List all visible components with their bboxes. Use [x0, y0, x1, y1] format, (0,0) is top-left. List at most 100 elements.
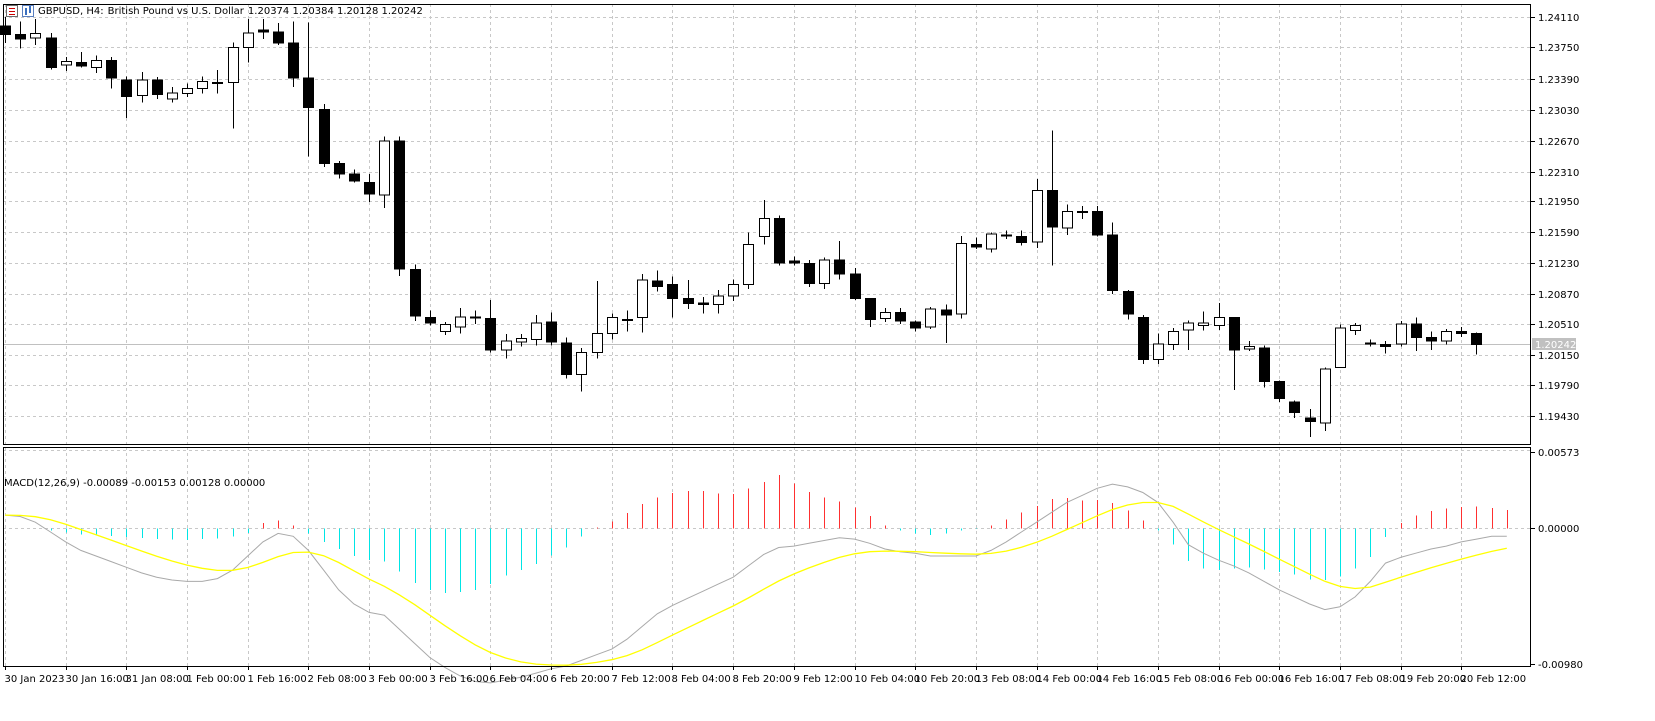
candle: [592, 281, 603, 359]
candle: [440, 322, 451, 336]
candle-body: [455, 316, 466, 328]
time-axis-label: 2 Feb 08:00: [308, 674, 367, 685]
candle-body: [1153, 343, 1164, 360]
time-axis-label: 19 Feb 20:00: [1401, 674, 1467, 685]
candle: [455, 308, 466, 334]
price-axis-label: 1.23390: [1538, 75, 1579, 86]
macd-panel-frame: [3, 447, 1531, 667]
price-axis-label: 1.24110: [1538, 13, 1579, 24]
candle-body: [394, 140, 405, 270]
candle-body: [1229, 317, 1240, 351]
candle-body: [546, 321, 557, 343]
candle-body: [1092, 210, 1103, 236]
candle: [91, 55, 102, 73]
candle-body: [880, 311, 891, 320]
price-panel-frame: [3, 4, 1531, 445]
candle-body: [759, 217, 770, 238]
candle: [1380, 341, 1391, 354]
candle: [273, 23, 284, 45]
candle-body: [1365, 342, 1376, 345]
candle: [1107, 222, 1118, 295]
symbol-label: GBPUSD, H4:: [38, 5, 104, 17]
time-axis-label: 8 Feb 20:00: [733, 674, 792, 685]
candle: [804, 260, 815, 288]
candle-body: [273, 31, 284, 44]
candle: [197, 76, 208, 94]
time-axis-label: 13 Feb 08:00: [976, 674, 1042, 685]
time-axis-label: 16 Feb 00:00: [1219, 674, 1285, 685]
candle-body: [470, 316, 481, 319]
candle: [137, 71, 148, 103]
candle: [1350, 322, 1361, 336]
candle-body: [106, 60, 117, 79]
candle-body: [850, 273, 861, 299]
candle-body: [243, 32, 254, 49]
list-icon[interactable]: [6, 5, 18, 17]
candle: [1335, 324, 1346, 369]
candle-body: [212, 81, 223, 84]
candle-body: [516, 338, 527, 343]
candle-body: [1441, 331, 1452, 342]
candle-body: [819, 259, 830, 285]
candle: [1411, 317, 1422, 351]
current-price-tag-group: 1.20242: [1532, 338, 1576, 351]
candle: [1426, 331, 1437, 350]
candle-body: [531, 322, 542, 340]
candle-body: [167, 92, 178, 100]
time-axis-label: 30 Jan 16:00: [66, 674, 129, 685]
candle: [46, 32, 57, 70]
candle: [212, 70, 223, 94]
candle-body: [1259, 347, 1270, 382]
time-axis-label: 10 Feb 20:00: [915, 674, 981, 685]
candle: [319, 104, 330, 167]
time-axis-label: 31 Jan 08:00: [126, 674, 189, 685]
candle: [379, 136, 390, 208]
candle-body: [364, 182, 375, 195]
candle-body: [1198, 322, 1209, 327]
candle-body: [1456, 331, 1467, 334]
candle: [1456, 327, 1467, 337]
candle-body: [956, 243, 967, 315]
price-axis-label: 1.19790: [1538, 381, 1579, 392]
candle: [561, 337, 572, 379]
candle-body: [137, 79, 148, 96]
candle-body: [576, 352, 587, 375]
candle: [1198, 311, 1209, 331]
candle: [683, 280, 694, 309]
candle-body: [713, 295, 724, 306]
time-axis-label: 14 Feb 00:00: [1037, 674, 1103, 685]
candle: [1138, 315, 1149, 364]
bar-chart-icon[interactable]: [22, 5, 34, 17]
candle-body: [349, 173, 360, 182]
candle: [774, 215, 785, 266]
macd-axis-label: -0.00980: [1538, 660, 1583, 671]
candle-body: [698, 302, 709, 306]
time-axis-label: 1 Feb 16:00: [248, 674, 307, 685]
candle-body: [1471, 332, 1482, 346]
candle-body: [683, 297, 694, 305]
candle-body: [743, 243, 754, 286]
price-axis-label: 1.20150: [1538, 351, 1579, 362]
candle: [76, 51, 87, 68]
candle: [834, 240, 845, 280]
macd-indicator-title: MACD(12,26,9) -0.00089 -0.00153 0.00128 …: [4, 478, 266, 489]
candle-body: [925, 308, 936, 328]
candle-body: [182, 88, 193, 95]
candle: [1123, 289, 1134, 320]
candle-body: [228, 47, 239, 83]
candle-body: [941, 309, 952, 316]
candle-body: [1289, 401, 1300, 414]
candle: [0, 17, 11, 44]
candle: [152, 77, 163, 99]
candle-body: [1168, 331, 1179, 346]
candle: [910, 320, 921, 332]
candle-body: [76, 61, 87, 67]
price-axis-label: 1.21230: [1538, 259, 1579, 270]
time-axis-label: 15 Feb 08:00: [1158, 674, 1224, 685]
macd-axis-label: 0.00000: [1538, 524, 1579, 535]
candle: [865, 297, 876, 328]
candle-body: [971, 243, 982, 248]
candle: [667, 276, 678, 318]
candle: [819, 257, 830, 289]
